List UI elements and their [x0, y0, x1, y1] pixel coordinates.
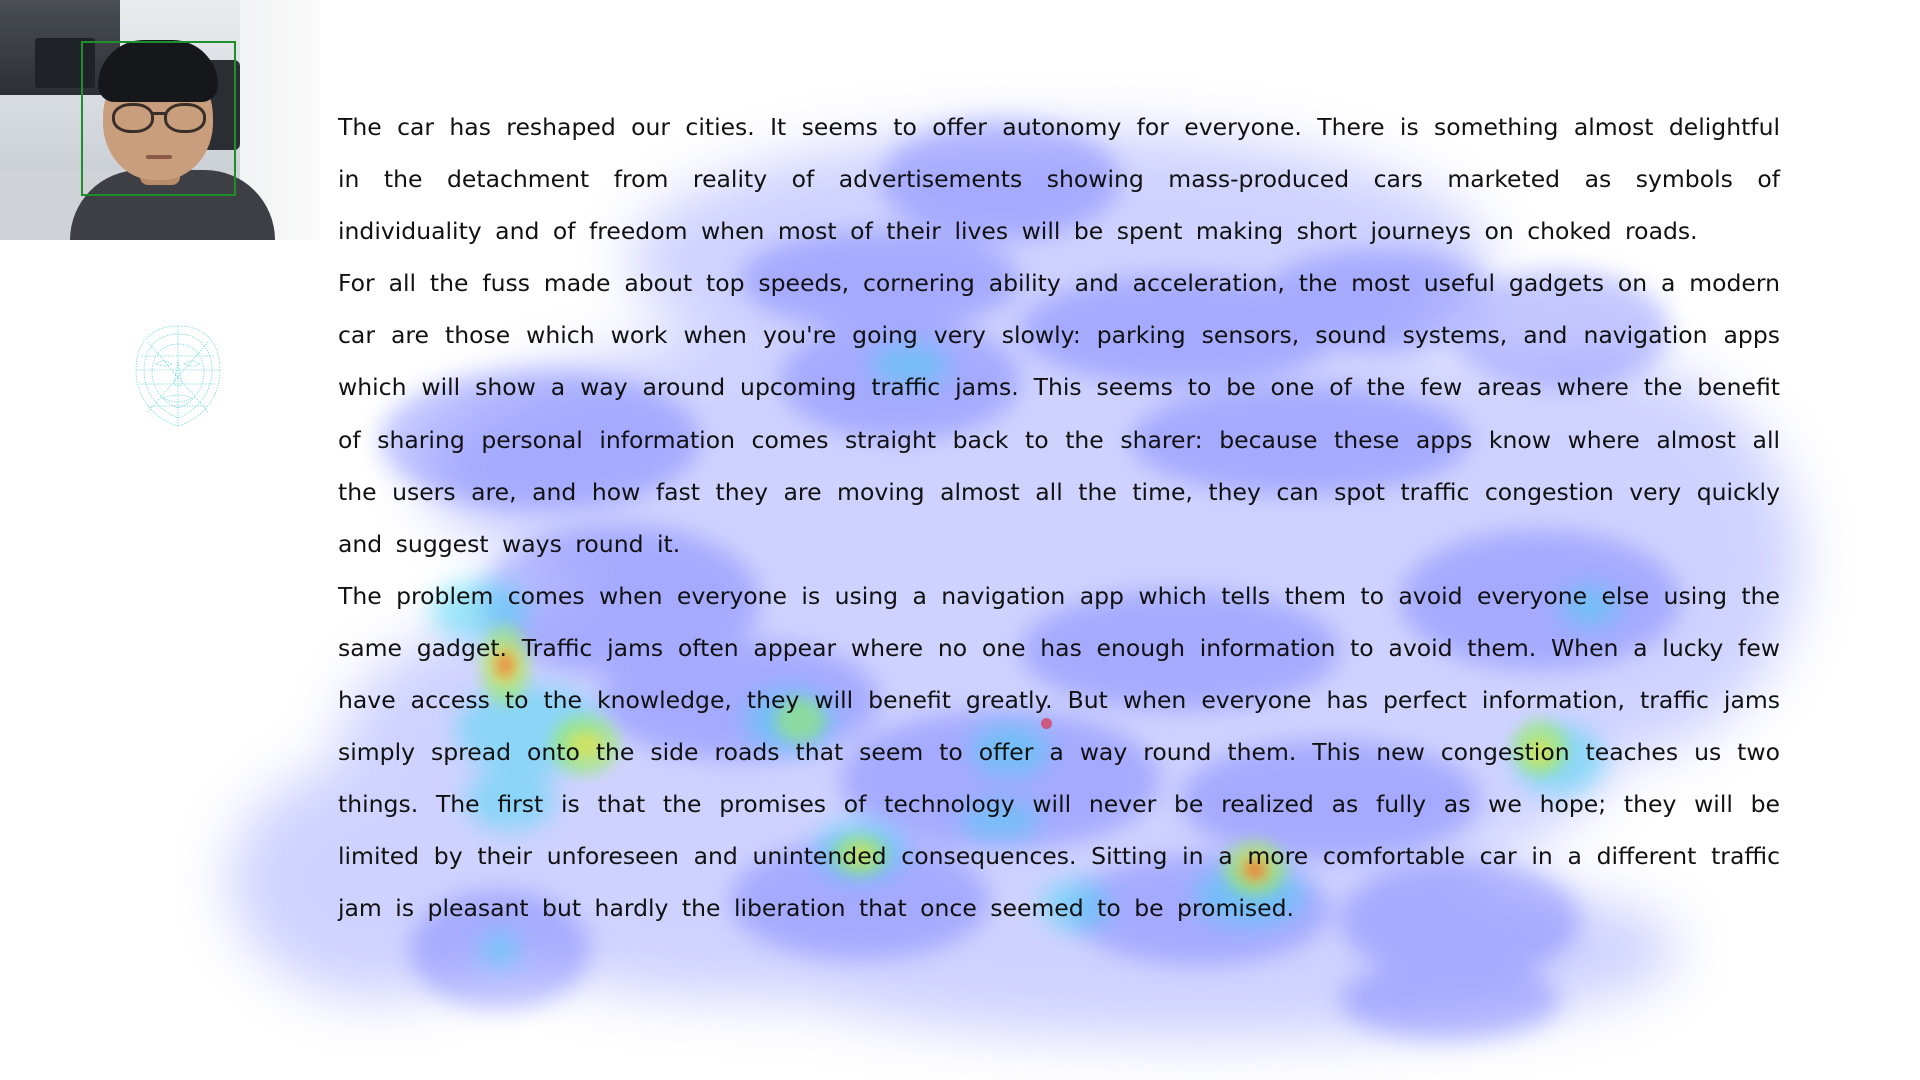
webcam-user-glasses-right	[164, 103, 206, 133]
webcam-user-mouth	[146, 155, 172, 159]
reading-passage: The car has reshaped our cities. It seem…	[338, 101, 1780, 935]
webcam-background-desk	[35, 38, 95, 88]
face-mesh-icon	[135, 325, 221, 427]
gaze-point-marker	[1041, 718, 1052, 729]
webcam-user-hair	[98, 40, 218, 102]
passage-paragraph-1: The car has reshaped our cities. It seem…	[338, 113, 1780, 246]
webcam-preview	[0, 0, 320, 240]
passage-paragraph-2: For all the fuss made about top speeds, …	[338, 269, 1780, 558]
webcam-user-glasses-bridge	[153, 112, 165, 115]
passage-paragraph-3: The problem comes when everyone is using…	[338, 581, 1780, 923]
webcam-user-glasses-left	[112, 103, 154, 133]
face-detection-box	[81, 41, 236, 196]
